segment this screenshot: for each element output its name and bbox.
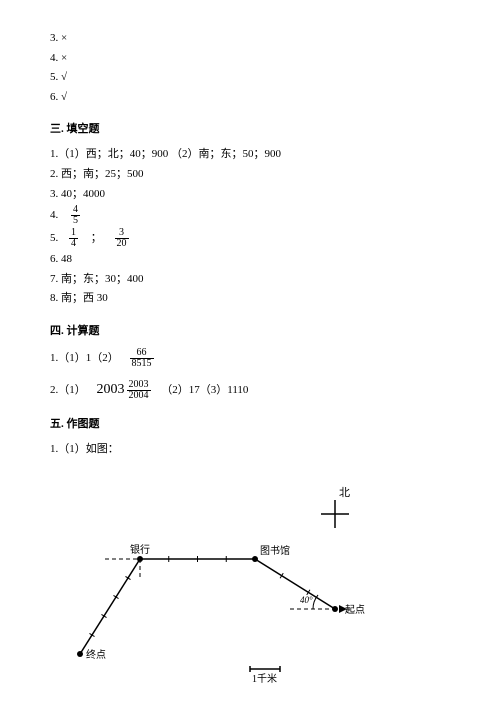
item-suffix: （2）17（3）1110 [161, 384, 248, 396]
fill-item: 5. 1 4 ； 3 20 [50, 228, 450, 249]
tf-mark: √ [61, 71, 67, 83]
item-prefix: 2.（1） [50, 384, 86, 396]
fill-item: 1.（1）西；北；40；900 （2）南；东；50；900 [50, 146, 450, 164]
frac-den: 8515 [130, 359, 154, 369]
fraction: 1 4 [69, 228, 78, 249]
tf-item: 3. × [50, 30, 450, 48]
tf-item: 6. √ [50, 89, 450, 107]
frac-den: 20 [115, 239, 129, 249]
route-diagram: 北 40° 银行 图书馆起点终点 1千米 [50, 479, 450, 692]
tf-num: 6. [50, 91, 58, 103]
tf-mark: × [61, 52, 67, 64]
calc-item: 1.（1）1（2） 66 8515 [50, 348, 450, 369]
fraction: 66 8515 [130, 348, 154, 369]
fill-item: 6. 48 [50, 251, 450, 269]
drawing-item: 1.（1）如图： [50, 441, 450, 459]
diagram-svg: 北 40° 银行 图书馆起点终点 1千米 [50, 479, 390, 689]
fill-item: 2. 西；南；25；500 [50, 166, 450, 184]
svg-text:40°: 40° [300, 595, 313, 605]
tf-mark: √ [61, 91, 67, 103]
tf-num: 5. [50, 71, 58, 83]
fill-item: 3. 40；4000 [50, 186, 450, 204]
section5-title: 五. 作图题 [50, 415, 450, 431]
tf-item: 5. √ [50, 69, 450, 87]
tf-item: 4. × [50, 50, 450, 68]
item-prefix: 1.（1）1（2） [50, 352, 119, 364]
fill-item: 7. 南；东；30；400 [50, 271, 450, 289]
true-false-list: 3. × 4. × 5. √ 6. √ [50, 30, 450, 106]
section4-body: 1.（1）1（2） 66 8515 2.（1） 2003 2003 2004 （… [50, 348, 450, 401]
item-prefix: 5. [50, 232, 58, 244]
section3-body: 1.（1）西；北；40；900 （2）南；东；50；900 2. 西；南；25；… [50, 146, 450, 308]
svg-text:银行: 银行 [130, 543, 150, 556]
frac-den: 2004 [127, 391, 151, 401]
frac-num: 2003 [127, 380, 151, 391]
svg-text:终点: 终点 [86, 648, 106, 661]
fraction: 4 5 [71, 205, 80, 226]
tf-mark: × [61, 32, 67, 44]
mixed-whole: 2003 [97, 379, 125, 401]
section4-title: 四. 计算题 [50, 322, 450, 338]
svg-text:1千米: 1千米 [252, 672, 277, 685]
frac-den: 5 [71, 216, 80, 226]
item-prefix: 4. [50, 209, 58, 221]
svg-text:图书馆: 图书馆 [260, 544, 290, 557]
section3-title: 三. 填空题 [50, 120, 450, 136]
tf-num: 3. [50, 32, 58, 44]
fill-item: 8. 南；西 30 [50, 290, 450, 308]
svg-text:北: 北 [339, 486, 350, 499]
tf-num: 4. [50, 52, 58, 64]
calc-item: 2.（1） 2003 2003 2004 （2）17（3）1110 [50, 379, 450, 401]
fraction: 3 20 [115, 228, 129, 249]
fraction: 2003 2004 [127, 380, 151, 401]
separator: ； [91, 232, 102, 244]
fill-item: 4. 4 5 [50, 205, 450, 226]
frac-den: 4 [69, 239, 78, 249]
svg-text:起点: 起点 [345, 604, 365, 616]
mixed-number: 2003 2003 2004 [97, 379, 151, 401]
